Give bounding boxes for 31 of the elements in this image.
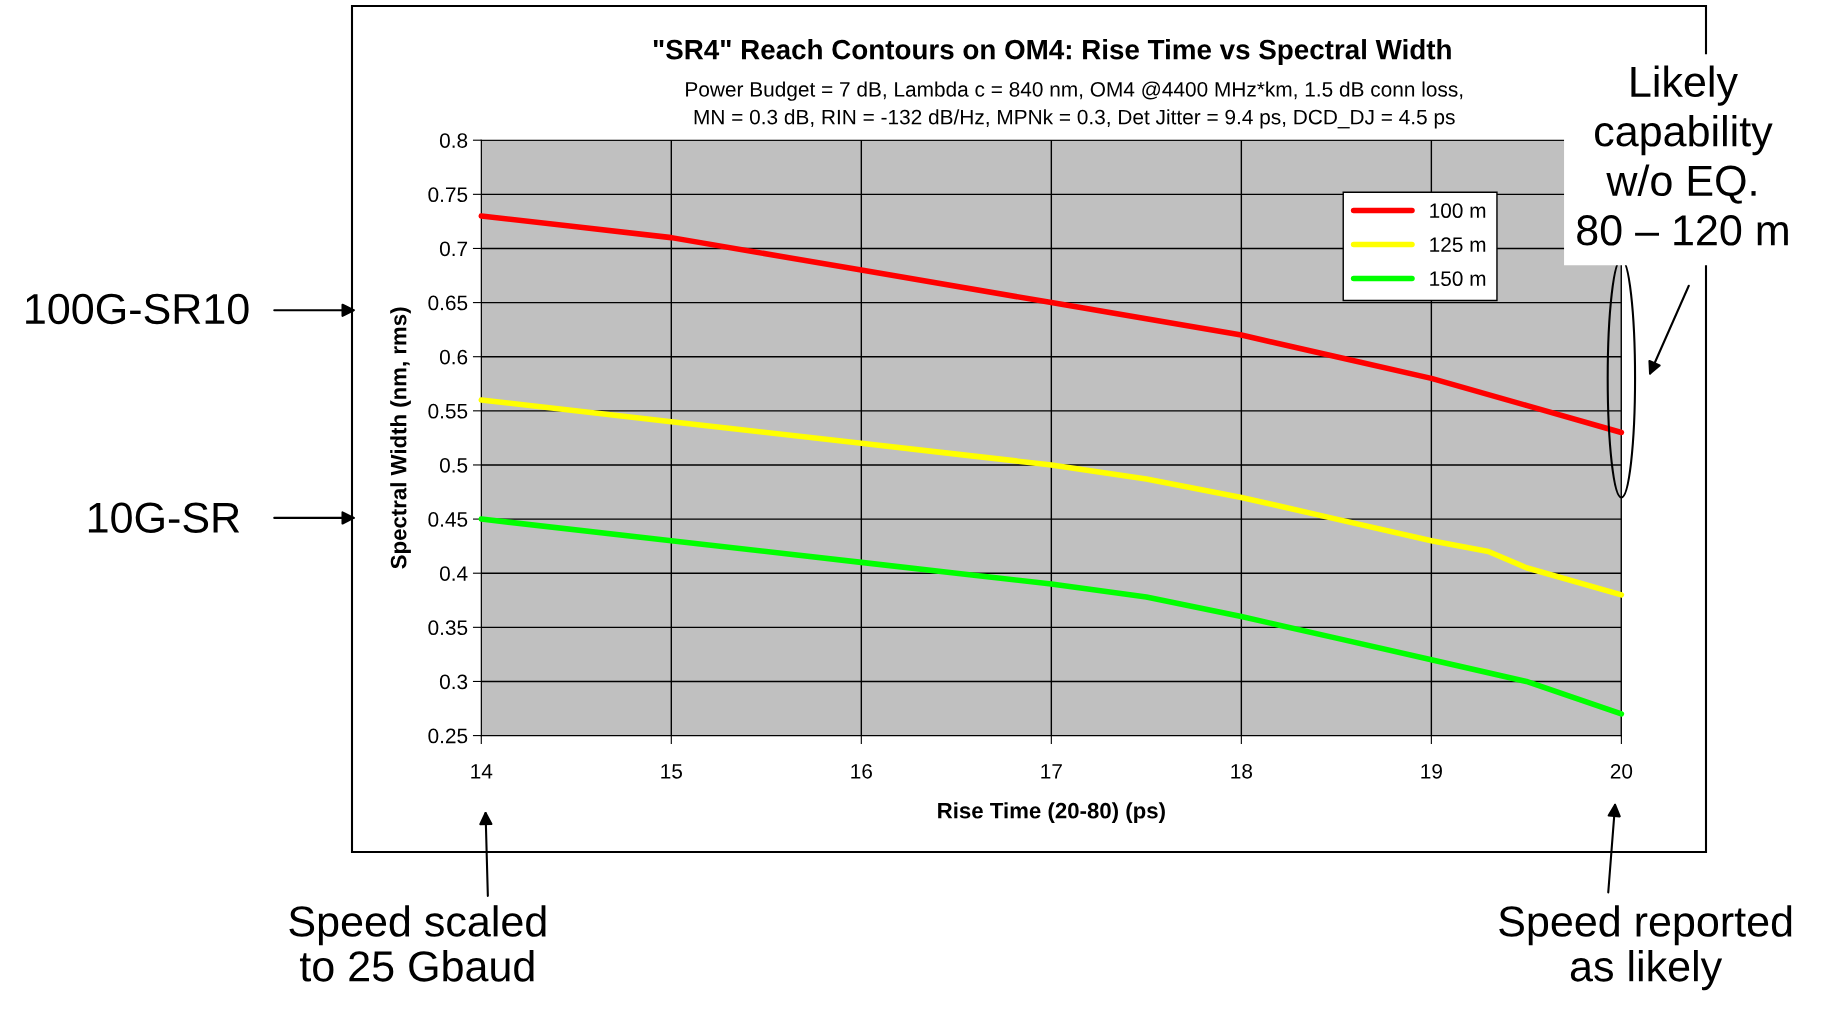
text: 100G-SR10 bbox=[26, 293, 249, 325]
x-tick-label: 18 bbox=[1231, 763, 1253, 779]
y-tick-label: 0.4 bbox=[439, 566, 468, 581]
y-tick-label: 0.35 bbox=[428, 620, 468, 636]
x-tick-label: 14 bbox=[471, 764, 493, 779]
y-tick-label: 0.75 bbox=[428, 187, 468, 203]
y-tick-label: 0.6 bbox=[439, 349, 468, 365]
y-tick-label: 0.8 bbox=[439, 133, 468, 148]
chart-title: "SR4" Reach Contours on OM4: Rise Time vs Spectral Width bbox=[653, 39, 1451, 65]
x-tick-label: 19 bbox=[1421, 763, 1442, 779]
x-axis-title: Rise Time (20-80) (ps) bbox=[938, 802, 1165, 823]
y-tick-label: 0.45 bbox=[428, 512, 468, 527]
x-tick-label: 17 bbox=[1041, 764, 1062, 779]
y-tick-label: 0.25 bbox=[428, 728, 468, 744]
text: Speed reported as likely bbox=[1499, 905, 1792, 991]
annotation: Likely capability w/o EQ. 80 – 120 m bbox=[1577, 65, 1788, 246]
y-tick-label: 0.5 bbox=[439, 457, 468, 473]
legend-label: 100 m bbox=[1430, 203, 1486, 219]
x-tick-label: 20 bbox=[1610, 763, 1633, 779]
y-tick-label: 0.55 bbox=[428, 403, 468, 419]
legend-label: 125 m bbox=[1430, 237, 1486, 253]
y-tick-label: 0.3 bbox=[439, 674, 468, 690]
legend-label: 150 m bbox=[1430, 271, 1486, 287]
y-tick-label: 0.65 bbox=[428, 295, 468, 311]
y-tick-label: 0.7 bbox=[439, 241, 468, 257]
chart-subtitle: Power Budget = 7 dB, Lambda c = 840 nm, OM4 @4400 MHz*km, 1.5 dB conn loss, MN = 0.3 dB, RIN = -132 dB/Hz, MPNk = 0.3, Det Jitter = 9.4 ps, DCD_DJ = 4.5 ps bbox=[686, 81, 1463, 129]
text: Speed scaled to 25 Gbaud bbox=[289, 905, 546, 982]
x-tick-label: 15 bbox=[661, 764, 683, 779]
y-axis-title: Spectral Width (nm, rms) bbox=[390, 307, 411, 569]
x-tick-label: 16 bbox=[851, 763, 872, 779]
text: 10G-SR bbox=[88, 502, 240, 533]
